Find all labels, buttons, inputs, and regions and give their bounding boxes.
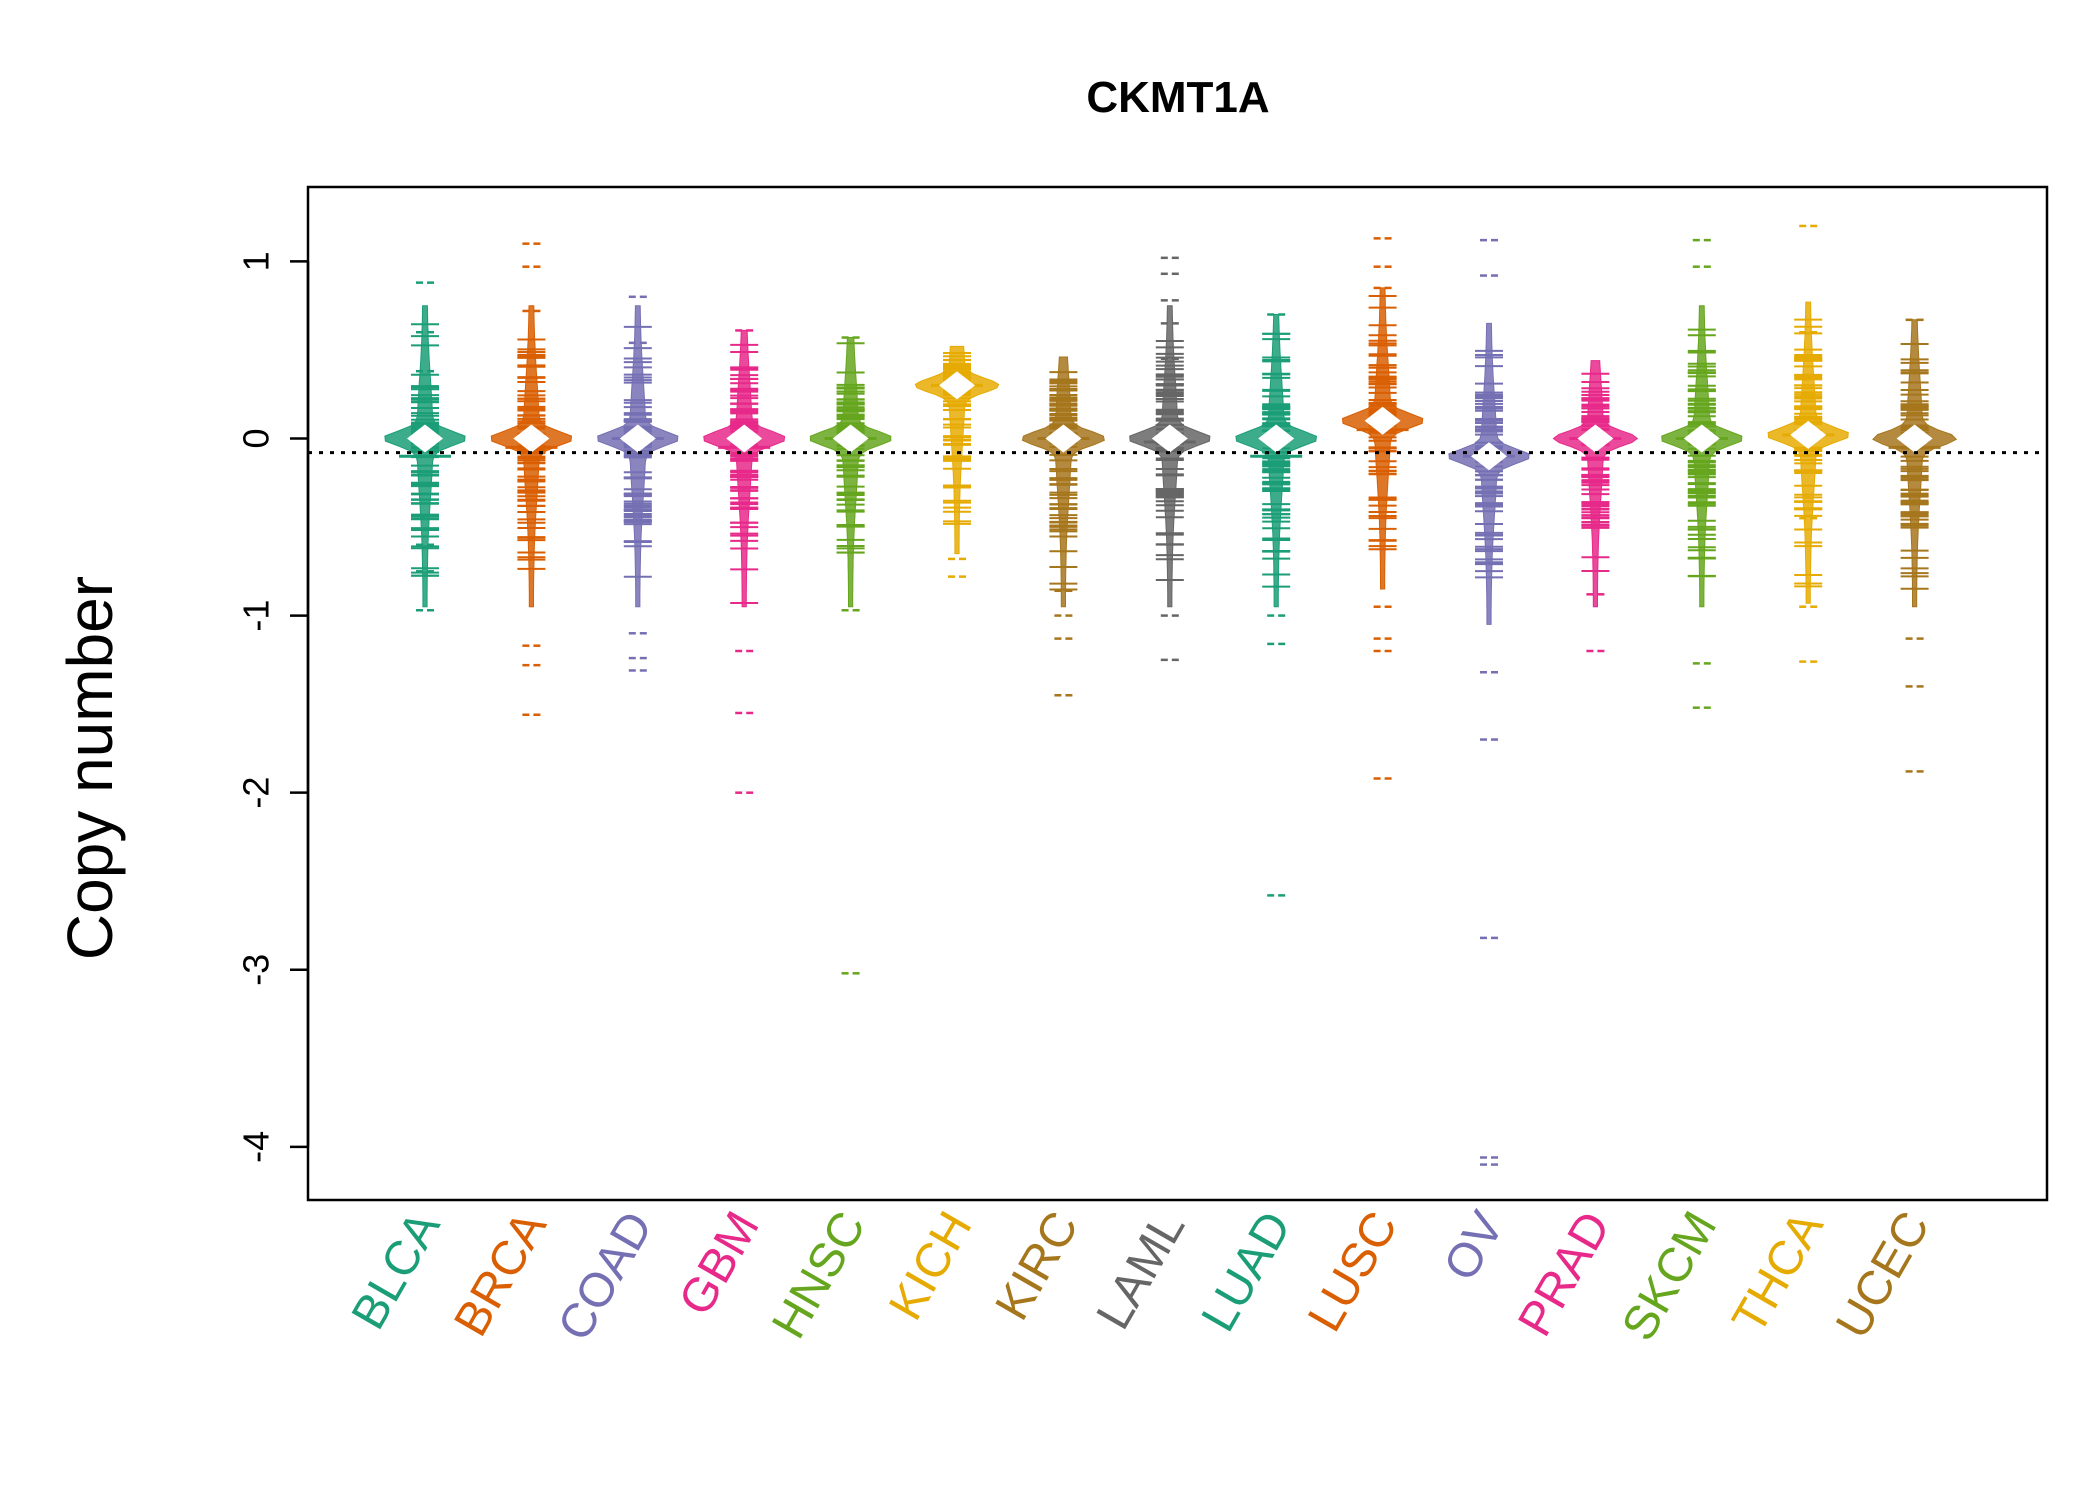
mode-marker [1790, 420, 1827, 449]
y-tick-label: 1 [236, 251, 277, 271]
mode-marker [726, 424, 763, 453]
x-tick-label-luad: LUAD [1192, 1203, 1302, 1340]
bean-density [703, 329, 786, 608]
y-axis: -4 -3 -2 -1 0 1 [236, 251, 310, 1163]
x-tick-label-thca: THCA [1722, 1203, 1833, 1343]
plot-frame [306, 185, 2049, 1202]
bean-thca [1767, 224, 1849, 663]
x-tick-label-kich: KICH [879, 1203, 982, 1329]
bean-luad [1235, 313, 1318, 897]
beans-layer [384, 224, 1958, 1166]
y-axis-label: Copy number [54, 576, 126, 960]
bean-density [1129, 305, 1211, 608]
bean-kirc [1021, 356, 1105, 697]
mode-marker [1471, 442, 1507, 471]
x-tick-label-ucec: UCEC [1826, 1203, 1940, 1347]
x-tick-label-prad: PRAD [1508, 1203, 1621, 1345]
mode-marker [1258, 424, 1295, 453]
bean-blca [384, 281, 466, 612]
bean-laml [1129, 256, 1211, 662]
x-tick-label-gbm: GBM [669, 1203, 770, 1324]
mode-marker [513, 424, 550, 453]
y-tick-label: -3 [236, 954, 277, 986]
y-tick-label: -2 [236, 777, 277, 809]
mode-marker [1364, 406, 1401, 435]
y-tick-label: -1 [236, 600, 277, 632]
mode-marker [1151, 424, 1188, 453]
x-tick-label-blca: BLCA [342, 1203, 451, 1338]
mode-marker [1045, 424, 1082, 453]
x-tick-label-hnsc: HNSC [762, 1203, 876, 1347]
bean-coad [597, 295, 679, 672]
bean-gbm [703, 329, 786, 794]
bean-ov [1448, 238, 1530, 1166]
y-tick-label: 0 [236, 428, 277, 448]
mode-marker [1683, 424, 1720, 453]
mode-marker [619, 424, 656, 453]
mode-marker [832, 424, 869, 453]
mode-marker [1896, 424, 1933, 453]
bean-density [1341, 287, 1424, 590]
chart-title: CKMT1A [1086, 73, 1269, 122]
bean-density [809, 337, 892, 608]
x-tick-label-skcm: SKCM [1612, 1203, 1727, 1350]
bean-density [1767, 301, 1849, 604]
bean-brca [490, 242, 573, 717]
x-tick-label-brca: BRCA [444, 1203, 557, 1345]
bean-ucec [1872, 318, 1958, 773]
mode-marker [1577, 424, 1614, 453]
bean-skcm [1661, 238, 1743, 709]
x-tick-label-lusc: LUSC [1298, 1203, 1408, 1340]
x-tick-label-ov: OV [1434, 1203, 1515, 1290]
bean-prad [1552, 360, 1639, 653]
bean-kich [914, 345, 1000, 578]
mode-marker [407, 424, 443, 453]
mode-marker [939, 371, 975, 400]
x-tick-label-coad: COAD [548, 1203, 663, 1350]
x-tick-label-laml: LAML [1087, 1203, 1196, 1338]
x-tick-label-kirc: KIRC [986, 1203, 1089, 1329]
bean-hnsc [809, 336, 892, 975]
bean-lusc [1341, 237, 1424, 780]
y-tick-label: -4 [236, 1131, 277, 1163]
